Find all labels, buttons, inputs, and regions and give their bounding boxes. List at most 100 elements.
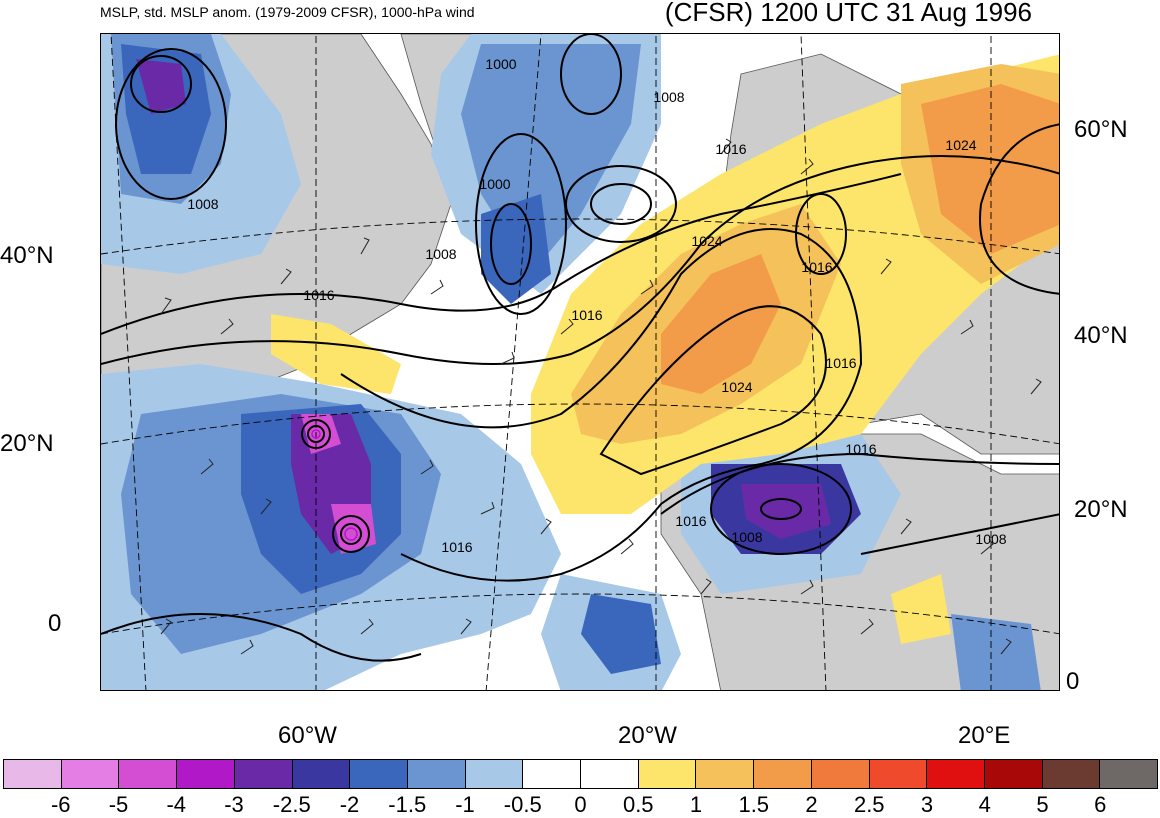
colorbar-swatch bbox=[811, 760, 870, 788]
colorbar-label: 1 bbox=[689, 792, 703, 817]
colorbar-label: 2 bbox=[805, 792, 818, 817]
map-title: (CFSR) 1200 UTC 31 Aug 1996 bbox=[664, 0, 1032, 27]
lat-label-right: 0 bbox=[1066, 668, 1080, 695]
isobar bbox=[332, 515, 370, 553]
isobar-label: 1008 bbox=[731, 529, 762, 545]
colorbar-label: -4 bbox=[166, 792, 187, 817]
colorbar-swatch bbox=[1100, 760, 1158, 788]
anomaly-neg12 bbox=[301, 414, 376, 554]
map-panel: 1000 1008 1000 1008 1016 1016 1008 1016 … bbox=[100, 33, 1060, 691]
isobar-label: 1000 bbox=[485, 56, 516, 72]
isobar-label: 1008 bbox=[975, 531, 1006, 547]
colorbar-swatch bbox=[984, 760, 1043, 788]
lat-label-left: 0 bbox=[48, 610, 62, 637]
wind-barb bbox=[160, 138, 1042, 655]
colorbar-swatch bbox=[465, 760, 524, 788]
isobar-label: 1008 bbox=[425, 246, 456, 262]
colorbar-swatch bbox=[581, 760, 639, 788]
isobar bbox=[710, 463, 852, 555]
lon-label: 60°W bbox=[278, 722, 337, 749]
colorbar-label: -5 bbox=[108, 792, 129, 817]
lat-label-left: 40°N bbox=[0, 242, 54, 269]
colorbar-swatch bbox=[4, 760, 62, 788]
colorbar-label: 6 bbox=[1094, 792, 1107, 817]
colorbar-swatch bbox=[177, 760, 235, 788]
colorbar-swatch bbox=[407, 760, 466, 788]
map-canvas: 1000 1008 1000 1008 1016 1016 1008 1016 … bbox=[101, 34, 1059, 690]
isobar bbox=[490, 203, 532, 285]
isobar bbox=[115, 48, 227, 200]
isobar bbox=[979, 123, 1059, 295]
colorbar-label: 4 bbox=[978, 792, 991, 817]
isobar-label: 1008 bbox=[187, 196, 218, 212]
low-center bbox=[311, 429, 321, 439]
colorbar-swatch bbox=[869, 760, 928, 788]
lon-label: 20°E bbox=[958, 722, 1011, 749]
isobar bbox=[590, 183, 652, 225]
colorbar bbox=[3, 759, 1158, 789]
isobar-label: 1016 bbox=[825, 355, 856, 371]
colorbar-label: -1.5 bbox=[388, 792, 427, 817]
lat-label-right: 40°N bbox=[1074, 322, 1128, 349]
isobar bbox=[860, 513, 1059, 555]
colorbar-label: -3 bbox=[224, 792, 244, 817]
low-centers bbox=[311, 429, 358, 541]
map-subtitle: MSLP, std. MSLP anom. (1979-2009 CFSR), … bbox=[100, 4, 475, 20]
anomaly-neg17 bbox=[741, 484, 831, 539]
colorbar-label: -2.5 bbox=[272, 792, 311, 817]
lat-label-right: 60°N bbox=[1074, 116, 1128, 143]
colorbar-label: -1 bbox=[455, 792, 475, 817]
colorbar-label: 2.5 bbox=[853, 792, 885, 817]
colorbar-label: -0.5 bbox=[503, 792, 542, 817]
colorbar-label: 5 bbox=[1036, 792, 1049, 817]
isobar-label: 1024 bbox=[691, 233, 722, 249]
lon-label: 20°W bbox=[618, 722, 677, 749]
isobar bbox=[101, 613, 422, 662]
isobar bbox=[795, 193, 847, 275]
isobar-label: 1016 bbox=[571, 307, 602, 323]
colorbar-swatch bbox=[119, 760, 178, 788]
colorbar-swatch bbox=[292, 760, 351, 788]
colorbar-label: 0.5 bbox=[622, 792, 654, 817]
isobar bbox=[101, 173, 902, 335]
isobar-contours bbox=[101, 34, 1059, 662]
isobar bbox=[307, 425, 325, 443]
isobar-label: 1016 bbox=[715, 141, 746, 157]
isobar bbox=[475, 133, 567, 315]
isobar-label: 1024 bbox=[721, 379, 752, 395]
isobar-label: 1016 bbox=[845, 441, 876, 457]
isobar-label: 1008 bbox=[653, 89, 684, 105]
anomaly-pos5 bbox=[921, 84, 1059, 254]
colorbar-swatch bbox=[234, 760, 293, 788]
colorbar-label: 1.5 bbox=[738, 792, 770, 817]
isobar-label: 1000 bbox=[479, 176, 510, 192]
colorbar-label: -2 bbox=[339, 792, 360, 817]
isobar bbox=[340, 523, 362, 545]
colorbar-swatch bbox=[61, 760, 120, 788]
isobar bbox=[560, 34, 622, 115]
lat-label-right: 20°N bbox=[1074, 496, 1128, 523]
isobar bbox=[301, 419, 331, 449]
isobar bbox=[101, 155, 1059, 365]
anomaly-neg4 bbox=[136, 59, 186, 114]
colorbar-swatch bbox=[350, 760, 408, 788]
isobar bbox=[760, 498, 802, 520]
colorbar-swatch bbox=[754, 760, 812, 788]
lat-label-left: 20°N bbox=[0, 430, 54, 457]
colorbar-swatch bbox=[927, 760, 985, 788]
isobar bbox=[565, 165, 677, 243]
anomaly-neg14 bbox=[581, 594, 661, 674]
anomaly-pos7 bbox=[891, 574, 951, 644]
low-center bbox=[344, 527, 358, 541]
isobar-label: 1016 bbox=[801, 259, 832, 275]
colorbar-label: 0 bbox=[574, 792, 587, 817]
isobar-label: 1016 bbox=[675, 513, 706, 529]
isobar-label: 1016 bbox=[441, 539, 472, 555]
isobar-label: 1016 bbox=[303, 287, 334, 303]
isobar bbox=[130, 55, 192, 113]
isobar bbox=[660, 452, 1059, 515]
isobar bbox=[340, 228, 863, 582]
wind-barbs bbox=[160, 138, 1042, 655]
colorbar-label: 3 bbox=[920, 792, 934, 817]
isobar-label: 1024 bbox=[945, 137, 976, 153]
